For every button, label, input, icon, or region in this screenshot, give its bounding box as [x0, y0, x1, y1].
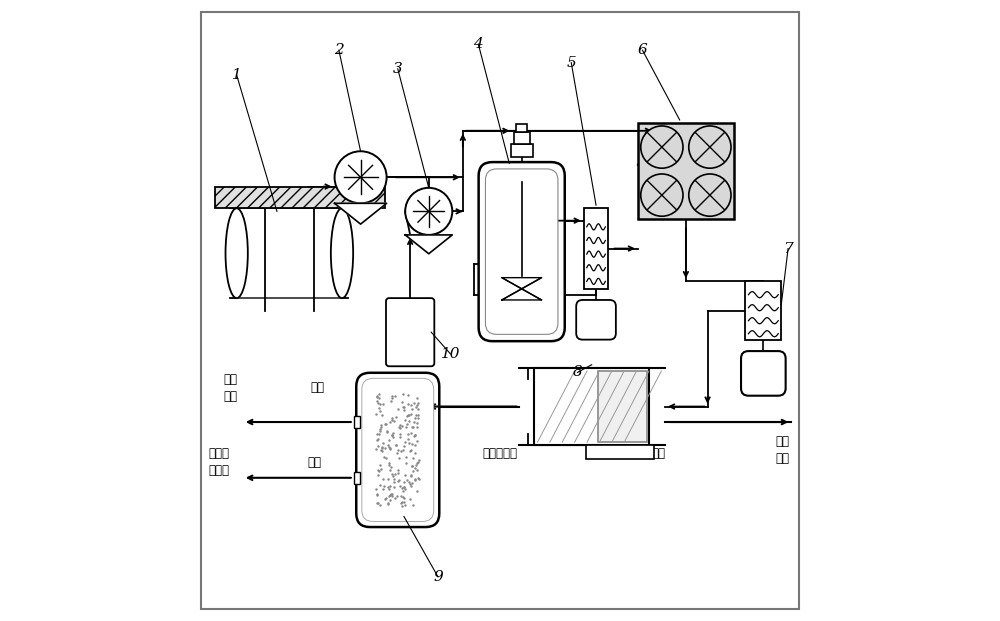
Text: 排泥
系统: 排泥 系统	[775, 435, 789, 465]
FancyBboxPatch shape	[485, 169, 558, 334]
Circle shape	[689, 174, 731, 216]
Text: 9: 9	[433, 570, 443, 584]
Text: 3: 3	[393, 62, 403, 76]
Text: 5: 5	[566, 56, 576, 70]
Text: 2: 2	[334, 43, 344, 57]
Text: 10: 10	[441, 347, 460, 361]
Text: 8: 8	[573, 366, 582, 379]
Polygon shape	[405, 235, 452, 254]
Bar	[598, 371, 647, 442]
Bar	[511, 143, 533, 157]
Circle shape	[689, 126, 731, 168]
Bar	[586, 445, 654, 459]
Text: 油水混合物: 油水混合物	[482, 446, 518, 460]
FancyBboxPatch shape	[356, 373, 439, 527]
Bar	[745, 281, 781, 340]
FancyBboxPatch shape	[479, 162, 565, 341]
Bar	[534, 368, 649, 445]
Text: 1: 1	[232, 68, 242, 82]
FancyBboxPatch shape	[362, 378, 434, 522]
Ellipse shape	[226, 208, 248, 298]
Bar	[516, 124, 527, 132]
Bar	[230, 208, 348, 298]
Ellipse shape	[331, 208, 353, 298]
Text: 炼油
系统: 炼油 系统	[223, 373, 237, 403]
FancyBboxPatch shape	[576, 300, 616, 340]
FancyBboxPatch shape	[741, 351, 786, 396]
Bar	[215, 186, 385, 208]
Circle shape	[335, 152, 387, 203]
Circle shape	[405, 188, 452, 235]
FancyBboxPatch shape	[386, 298, 434, 366]
Text: 泥渣: 泥渣	[651, 446, 665, 460]
Text: 6: 6	[638, 43, 647, 57]
Circle shape	[641, 174, 683, 216]
Text: 油份: 油份	[310, 381, 324, 394]
Text: 4: 4	[473, 37, 483, 51]
Bar	[354, 471, 360, 484]
Bar	[354, 416, 360, 428]
Polygon shape	[335, 203, 387, 224]
Bar	[638, 123, 734, 219]
Text: 污水: 污水	[307, 456, 321, 469]
Text: 污水处
理系统: 污水处 理系统	[209, 447, 230, 478]
Bar	[584, 208, 608, 289]
Circle shape	[641, 126, 683, 168]
Text: 7: 7	[783, 242, 793, 255]
Bar	[514, 132, 530, 143]
